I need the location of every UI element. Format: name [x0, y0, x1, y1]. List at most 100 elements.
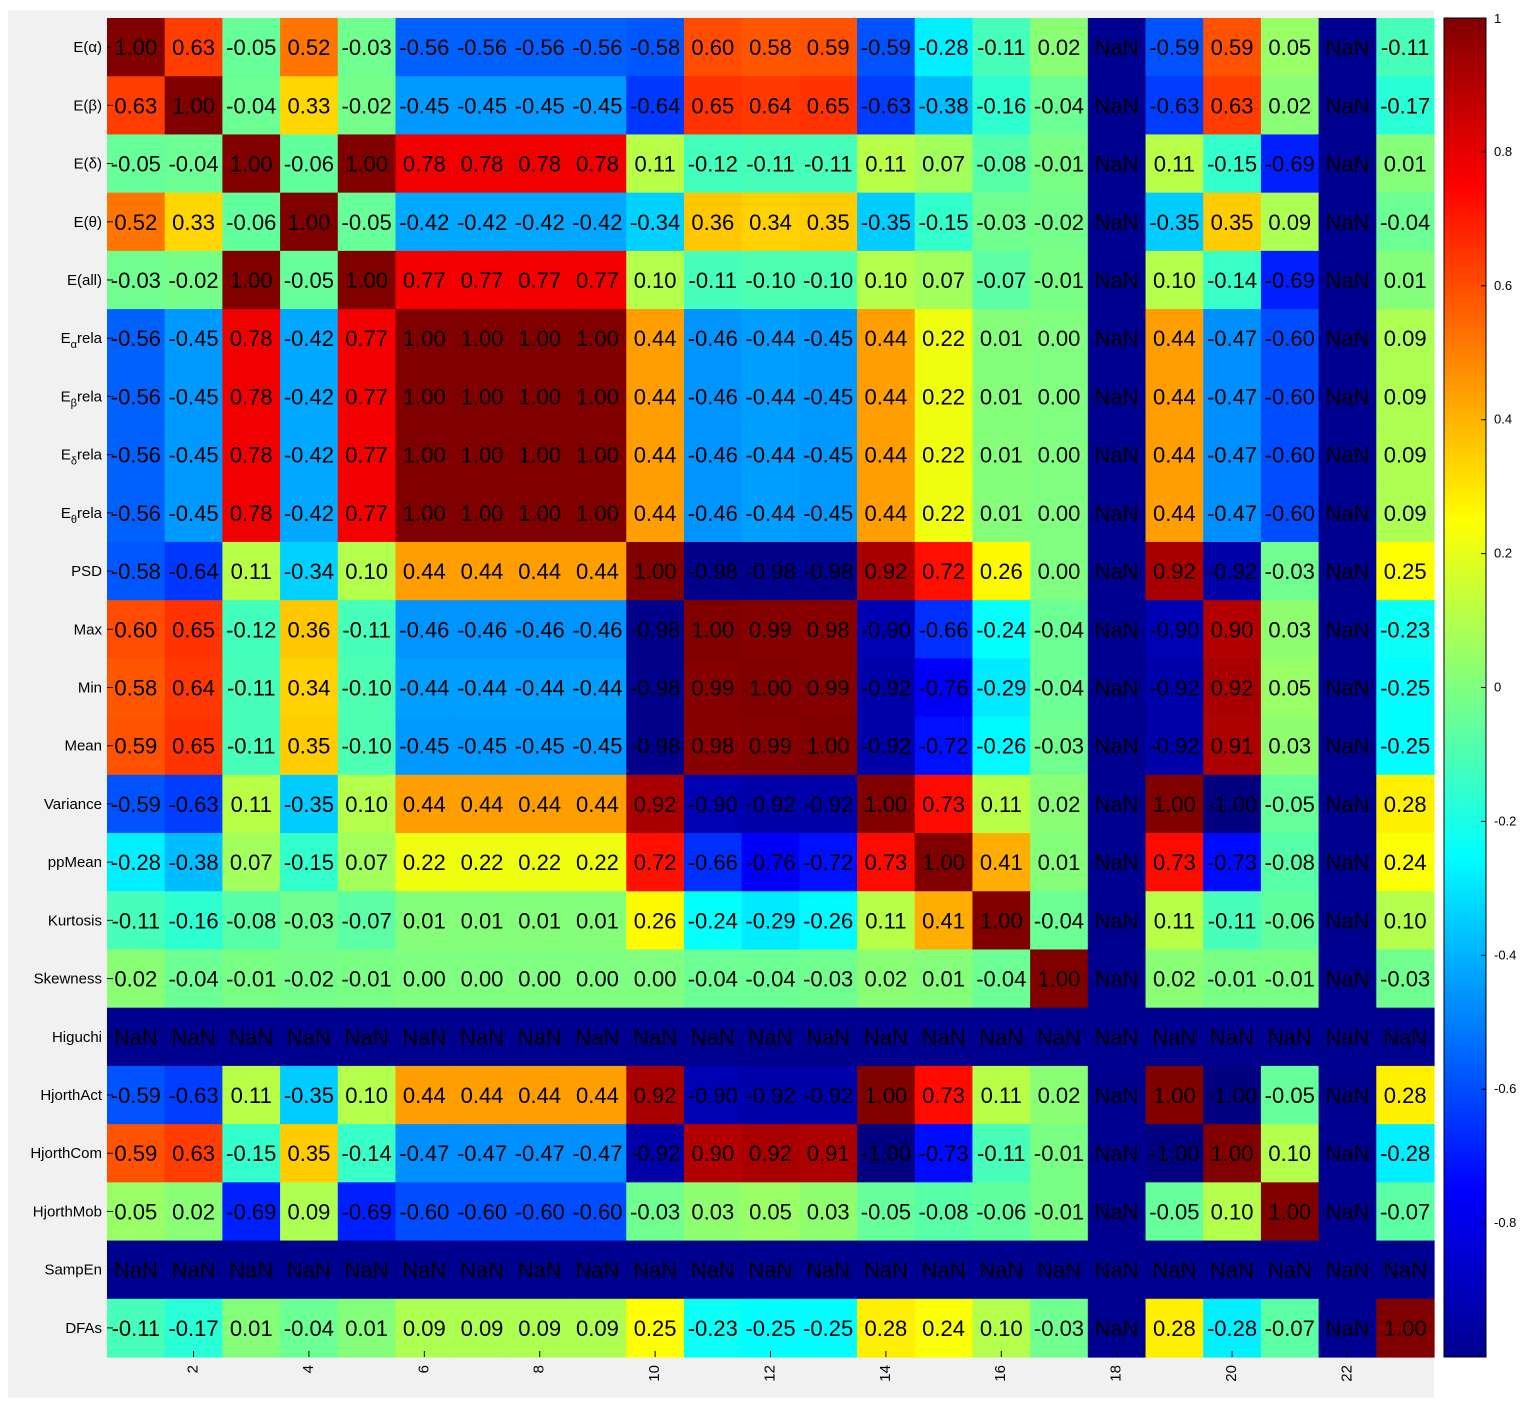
heatmap-cell [741, 18, 800, 77]
cell-value-label: -0.46 [572, 617, 622, 642]
cell-value-label: -0.47 [399, 1141, 449, 1166]
heatmap-cell [626, 541, 685, 601]
cell-value-label: -0.01 [1034, 1199, 1084, 1224]
cell-value-label: -0.56 [111, 326, 161, 351]
cell-value-label: 0.77 [345, 326, 388, 351]
heatmap-cell [1203, 134, 1262, 194]
cell-value-label: -0.56 [111, 501, 161, 526]
cell-value-label: -0.03 [1034, 734, 1084, 759]
heatmap-cell [280, 483, 339, 543]
cell-value-label: 0.22 [403, 850, 446, 875]
cell-value-label: 0.05 [749, 1199, 792, 1224]
cell-value-label: NaN [1095, 326, 1139, 351]
cell-value-label: -0.03 [342, 35, 392, 60]
cell-value-label: NaN [1325, 501, 1369, 526]
cell-value-label: 0.28 [1153, 1316, 1196, 1341]
cell-value-label: NaN [1383, 1025, 1427, 1050]
heatmap-cell [857, 658, 916, 718]
heatmap-cell [1203, 1007, 1262, 1067]
cell-value-label: -0.45 [515, 93, 565, 118]
heatmap-cell [1030, 1240, 1089, 1300]
heatmap-cell [568, 192, 627, 252]
cell-value-label: -0.06 [226, 210, 276, 235]
heatmap-cell [1318, 1007, 1377, 1067]
heatmap-cell [1087, 76, 1147, 136]
heatmap-cell [280, 600, 339, 659]
heatmap-cell [222, 1007, 281, 1067]
heatmap-cell [857, 367, 916, 427]
heatmap-cell [164, 774, 223, 834]
cell-value-label: 0.44 [518, 792, 561, 817]
heatmap-cell [280, 541, 339, 601]
heatmap-cell [280, 1007, 339, 1067]
cell-value-label: -0.76 [919, 676, 969, 701]
cell-value-label: 0.34 [749, 210, 792, 235]
heatmap-cell [1260, 949, 1320, 1009]
heatmap-cell [337, 949, 397, 1009]
heatmap-cell [568, 833, 627, 892]
cell-value-label: -0.01 [1034, 1141, 1084, 1166]
heatmap-cell [799, 949, 858, 1009]
cell-value-label: 0.09 [1384, 501, 1427, 526]
heatmap-cell [395, 425, 454, 485]
heatmap-cell [857, 250, 916, 310]
cell-value-label: NaN [1095, 384, 1139, 409]
cell-value-label: 0.09 [1268, 210, 1311, 235]
row-label: SampEn [44, 1262, 102, 1279]
cell-value-label: NaN [1325, 967, 1369, 992]
cell-value-label: -0.17 [168, 1316, 218, 1341]
cell-value-label: 0.77 [461, 268, 504, 293]
cell-value-label: 0.65 [807, 93, 850, 118]
heatmap-cell [337, 367, 397, 427]
cell-value-label: 1.00 [518, 443, 561, 468]
cell-value-label: 0.44 [403, 1083, 446, 1108]
cell-value-label: 0.44 [1153, 326, 1196, 351]
heatmap-cell [453, 774, 512, 834]
heatmap-cell [453, 541, 512, 601]
cell-value-label: -0.45 [399, 93, 449, 118]
cell-value-label: 0.02 [1038, 792, 1081, 817]
heatmap-cell [914, 425, 974, 485]
heatmap-cell [1087, 600, 1147, 659]
heatmap-cell [857, 833, 916, 892]
cell-value-label: 0.64 [172, 676, 215, 701]
cell-value-label: -0.64 [630, 93, 680, 118]
heatmap-cell [1260, 134, 1320, 194]
heatmap-cell [1203, 76, 1262, 136]
cell-value-label: 0.01 [345, 1316, 388, 1341]
cell-value-label: -0.45 [803, 501, 853, 526]
heatmap-cell [280, 1065, 339, 1125]
heatmap-cell [857, 1298, 916, 1358]
cell-value-label: -0.60 [399, 1199, 449, 1224]
colorbar-tick-label: -0.4 [1494, 947, 1516, 962]
cell-value-label: 0.77 [518, 268, 561, 293]
colorbar-gradient [1443, 17, 1487, 1358]
heatmap-cell [1030, 600, 1089, 659]
row-label: Min [78, 680, 102, 697]
heatmap-cell [683, 541, 743, 601]
heatmap-cell [395, 1007, 454, 1067]
cell-value-label: -0.04 [168, 967, 218, 992]
heatmap-cell [1145, 949, 1204, 1009]
heatmap-cell [799, 1298, 858, 1358]
cell-value-label: 0.58 [749, 35, 792, 60]
row-label: HjorthAct [40, 1087, 103, 1104]
cell-value-label: -0.26 [803, 908, 853, 933]
heatmap-cell [741, 1007, 800, 1067]
heatmap-cell [972, 309, 1031, 368]
cell-value-label: 0.11 [231, 559, 272, 584]
cell-value-label: -0.45 [572, 734, 622, 759]
cell-value-label: 0.78 [230, 501, 273, 526]
cell-value-label: -0.92 [1149, 734, 1199, 759]
heatmap-cell [1030, 1065, 1089, 1125]
heatmap-cell [510, 1182, 570, 1242]
cell-value-label: -0.64 [168, 559, 218, 584]
heatmap-cell [395, 1182, 454, 1242]
cell-value-label: -0.03 [284, 908, 334, 933]
heatmap-cell [1145, 134, 1204, 194]
cell-value-label: 0.44 [461, 559, 504, 584]
cell-value-label: NaN [1325, 559, 1369, 584]
heatmap-cell [1203, 1240, 1262, 1300]
heatmap-cell [1203, 250, 1262, 310]
heatmap-cell [107, 1240, 166, 1300]
